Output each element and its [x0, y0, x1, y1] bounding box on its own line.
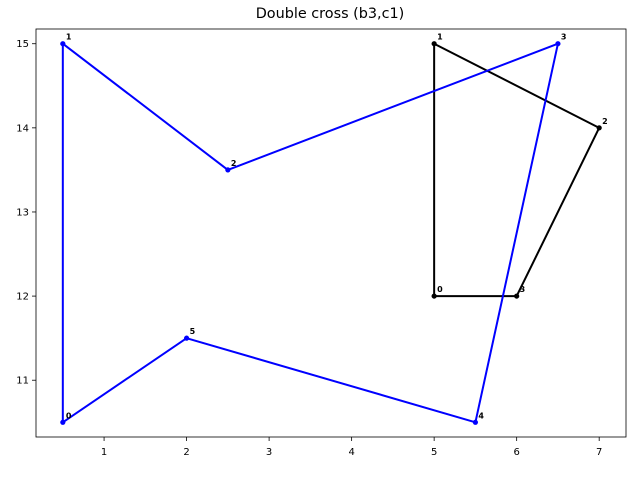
series-1-point: [555, 41, 561, 47]
x-tick-label: 4: [348, 447, 354, 458]
point-label: 3: [561, 33, 567, 42]
point-label: 1: [437, 33, 443, 42]
plot-area: 0 1 2 3 0 1 2 3 4 5: [60, 33, 608, 425]
point-label: 3: [520, 285, 526, 294]
series-1-line: [61, 42, 559, 424]
chart-title: Double cross (b3,c1): [256, 6, 405, 22]
plot-frame: [35, 28, 627, 438]
point-label: 0: [66, 411, 72, 420]
x-tick-label: 7: [596, 447, 602, 458]
series-0-point: [596, 125, 602, 131]
point-label: 1: [66, 33, 72, 42]
series-0-point: [514, 293, 520, 299]
x-tick-label: 3: [266, 447, 272, 458]
series-1-point: [472, 419, 479, 425]
y-tick-label: 14: [16, 123, 29, 134]
point-label: 0: [437, 285, 443, 294]
y-axis: 11 12 13 14 15: [16, 39, 36, 387]
y-tick-label: 11: [16, 376, 29, 387]
y-tick-label: 15: [16, 39, 29, 50]
point-label: 4: [478, 411, 484, 420]
series-0-point: [431, 41, 437, 47]
point-label: 5: [190, 327, 196, 336]
series-1-point: [225, 167, 231, 173]
x-tick-label: 1: [101, 447, 107, 458]
series-0-point: [431, 293, 437, 299]
series-1-point: [60, 41, 66, 47]
x-axis: 1 2 3 4 5 6 7: [101, 437, 602, 458]
y-tick-label: 12: [16, 292, 29, 303]
series-1-point: [183, 335, 190, 341]
series-1-point: [60, 419, 66, 425]
point-label: 2: [602, 117, 608, 126]
x-tick-label: 5: [431, 447, 437, 458]
x-tick-label: 2: [183, 447, 189, 458]
y-tick-label: 13: [16, 207, 29, 218]
point-label: 2: [231, 159, 237, 168]
x-tick-label: 6: [513, 447, 519, 458]
